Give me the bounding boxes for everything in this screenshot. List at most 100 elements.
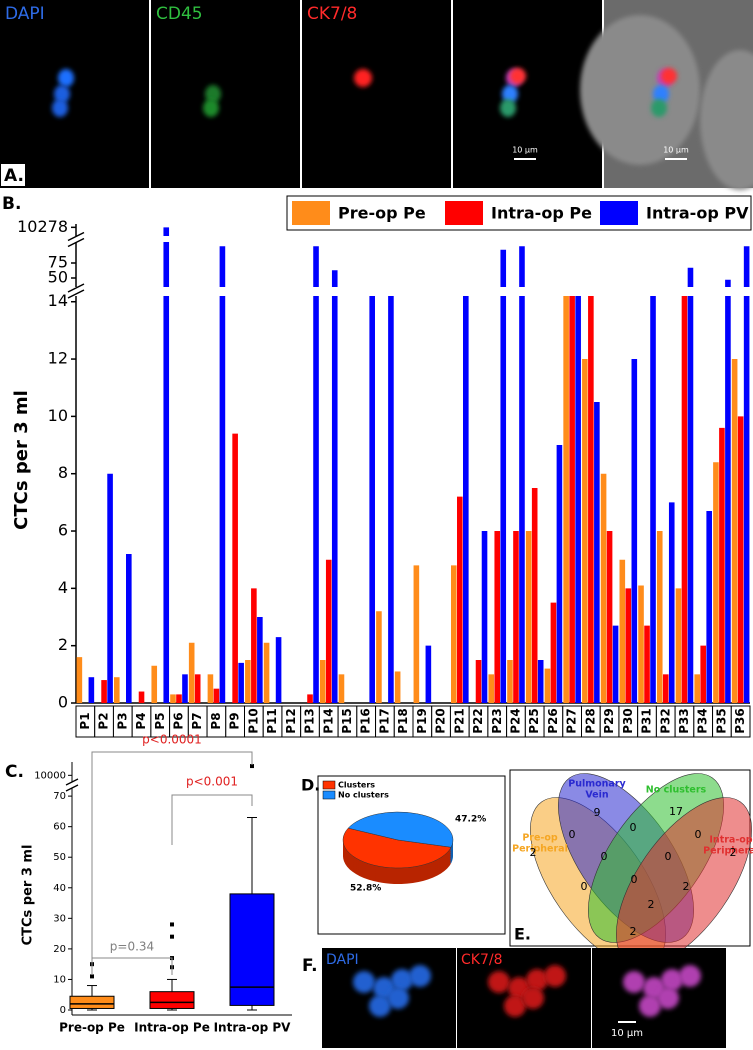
- box: [229, 893, 275, 1006]
- micrograph-tile: [0, 0, 149, 188]
- bar: [606, 531, 613, 703]
- cell: [58, 69, 74, 87]
- bar: [463, 296, 469, 703]
- venn-set-label: Peripheral: [512, 844, 568, 855]
- venn-count: 0: [695, 828, 702, 841]
- bar: [537, 660, 544, 703]
- bar: [481, 531, 488, 703]
- x-tick-label: P34: [696, 708, 710, 734]
- x-tick-label: P1: [78, 712, 92, 729]
- venn-count: 0: [665, 850, 672, 863]
- x-tick-label: Intra-op Pe: [134, 1021, 210, 1035]
- bar: [207, 674, 214, 703]
- cell: [54, 85, 70, 103]
- y-tick-label: 4: [58, 578, 68, 597]
- channel-label: CK7/8: [307, 4, 357, 24]
- x-tick-label: P35: [714, 708, 728, 734]
- bar: [619, 559, 626, 703]
- bar: [625, 588, 632, 703]
- cell: [657, 987, 679, 1009]
- cell: [679, 965, 701, 987]
- legend-label: Intra-op Pe: [491, 204, 592, 223]
- bar: [257, 617, 263, 703]
- x-tick-label: P10: [246, 708, 260, 734]
- x-tick-label: P5: [153, 712, 167, 729]
- bar: [588, 296, 594, 703]
- cell: [653, 85, 669, 103]
- p-value: p=0.34: [110, 940, 154, 954]
- bar: [631, 359, 638, 703]
- x-tick-label: P33: [677, 708, 691, 734]
- bar: [513, 531, 519, 703]
- category-cell: [730, 705, 751, 738]
- venn-set-label: Pre-op: [522, 833, 558, 844]
- x-tick-label: P19: [415, 708, 429, 734]
- cell: [623, 971, 645, 993]
- x-tick-label: P32: [658, 708, 672, 734]
- venn-set-label: Peripheral: [703, 846, 753, 857]
- x-tick-label: P14: [321, 708, 335, 734]
- bar: [163, 227, 170, 704]
- cell-shadow: [580, 15, 700, 165]
- cell: [354, 69, 372, 87]
- venn-set-label: Intra-op: [709, 835, 752, 846]
- cell-shadow: [700, 50, 753, 190]
- bar: [251, 588, 257, 703]
- cell: [203, 99, 219, 117]
- panel-label: F.: [302, 956, 318, 976]
- cell: [52, 99, 68, 117]
- x-tick-label: Pre-op Pe: [59, 1021, 125, 1035]
- bar: [694, 674, 700, 703]
- scale-bar-label: 10 µm: [663, 146, 689, 155]
- cell: [502, 85, 518, 103]
- axis-break: [67, 237, 85, 248]
- y-axis-label: CTCs per 3 ml: [11, 390, 32, 530]
- bar: [507, 660, 513, 703]
- y-tick-label: 8: [58, 463, 68, 482]
- venn-count: 0: [569, 828, 576, 841]
- bar: [388, 296, 394, 703]
- y-tick-label: 10000: [34, 770, 66, 781]
- venn-count: 2: [630, 925, 637, 938]
- x-tick-label: P6: [171, 712, 185, 729]
- legend-swatch: [445, 201, 483, 225]
- y-tick-label: 12: [48, 349, 68, 368]
- bar: [176, 694, 182, 703]
- bar: [331, 270, 338, 703]
- significance-bracket: [91, 751, 253, 968]
- bar: [582, 359, 588, 703]
- bar: [413, 565, 420, 703]
- bar: [662, 674, 669, 703]
- venn-count: 17: [669, 805, 683, 818]
- bar: [737, 416, 744, 703]
- bar: [731, 359, 738, 703]
- significance-bracket: [171, 794, 253, 845]
- bar: [451, 565, 457, 703]
- y-tick-label: 0: [60, 1005, 66, 1016]
- venn-set-label: Vein: [585, 790, 609, 801]
- box: [69, 995, 115, 1009]
- cell: [544, 965, 566, 987]
- bar: [556, 445, 563, 703]
- panel-label: A.: [4, 166, 24, 186]
- venn-set-label: Pulmonary: [568, 779, 626, 790]
- y-tick-label: 20: [53, 944, 66, 955]
- bar: [475, 660, 482, 703]
- bar: [238, 662, 244, 703]
- bar: [719, 427, 725, 703]
- legend-swatch: [292, 201, 330, 225]
- scale-bar-label: 10 µm: [512, 146, 538, 155]
- venn-count: 2: [683, 880, 690, 893]
- micrograph-tile: [453, 0, 602, 188]
- bar: [681, 296, 688, 703]
- panel-label: C.: [5, 762, 24, 782]
- axis-break: [65, 778, 79, 786]
- x-tick-label: P24: [508, 708, 522, 734]
- x-tick-label: Intra-op PV: [214, 1021, 292, 1035]
- x-tick-label: P27: [565, 708, 579, 734]
- cell: [510, 68, 526, 84]
- bar: [182, 674, 188, 703]
- bar: [500, 249, 507, 704]
- bar: [194, 674, 201, 703]
